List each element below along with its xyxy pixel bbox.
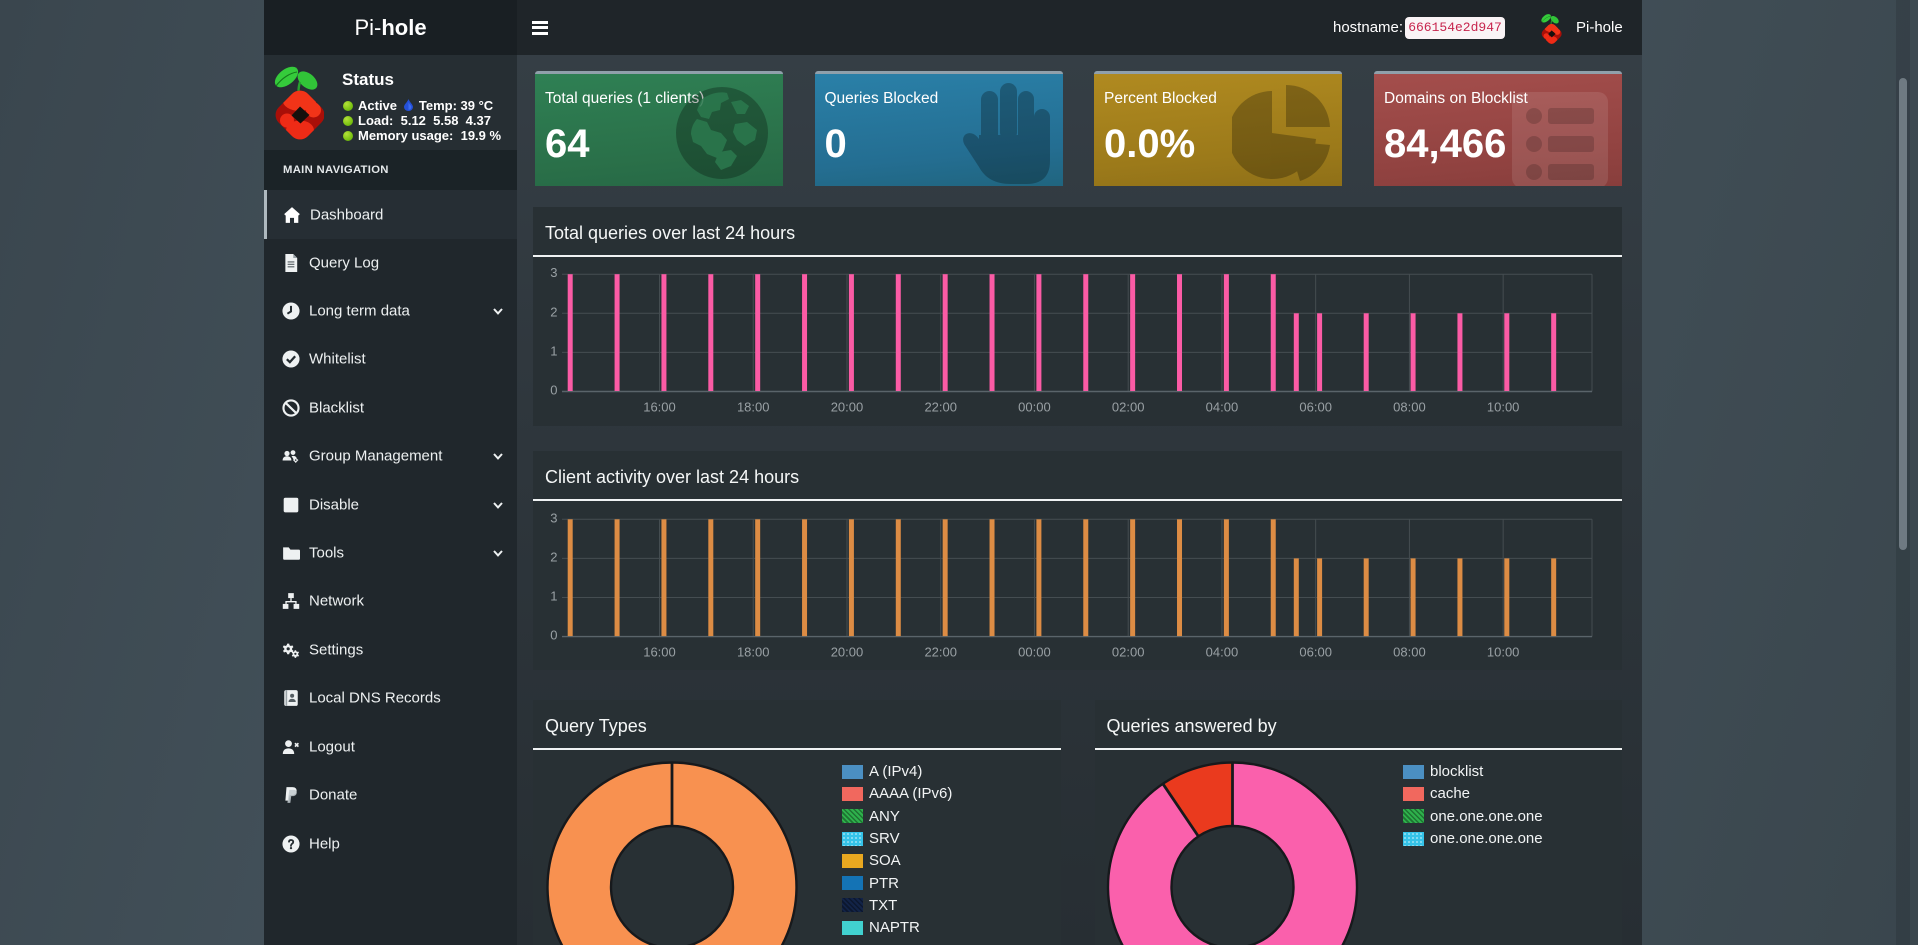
svg-text:0: 0: [550, 383, 557, 398]
svg-text:3: 3: [550, 265, 557, 280]
svg-text:2: 2: [550, 304, 557, 319]
svg-text:16:00: 16:00: [643, 400, 676, 415]
svg-text:00:00: 00:00: [1018, 400, 1051, 415]
svg-text:16:00: 16:00: [643, 645, 676, 660]
svg-text:02:00: 02:00: [1112, 400, 1145, 415]
svg-text:08:00: 08:00: [1393, 645, 1426, 660]
svg-text:20:00: 20:00: [831, 645, 864, 660]
svg-text:06:00: 06:00: [1299, 645, 1332, 660]
svg-text:10:00: 10:00: [1487, 400, 1520, 415]
svg-text:18:00: 18:00: [737, 645, 770, 660]
svg-text:18:00: 18:00: [737, 400, 770, 415]
svg-text:1: 1: [550, 589, 557, 604]
svg-text:02:00: 02:00: [1112, 645, 1145, 660]
svg-text:22:00: 22:00: [924, 400, 957, 415]
svg-text:04:00: 04:00: [1206, 400, 1239, 415]
svg-text:08:00: 08:00: [1393, 400, 1426, 415]
svg-text:10:00: 10:00: [1487, 645, 1520, 660]
svg-text:2: 2: [550, 549, 557, 564]
svg-text:1: 1: [550, 343, 557, 358]
svg-text:20:00: 20:00: [831, 400, 864, 415]
svg-text:0: 0: [550, 628, 557, 643]
svg-text:00:00: 00:00: [1018, 645, 1051, 660]
svg-text:06:00: 06:00: [1299, 400, 1332, 415]
svg-text:04:00: 04:00: [1206, 645, 1239, 660]
svg-text:3: 3: [550, 510, 557, 525]
svg-text:22:00: 22:00: [924, 645, 957, 660]
